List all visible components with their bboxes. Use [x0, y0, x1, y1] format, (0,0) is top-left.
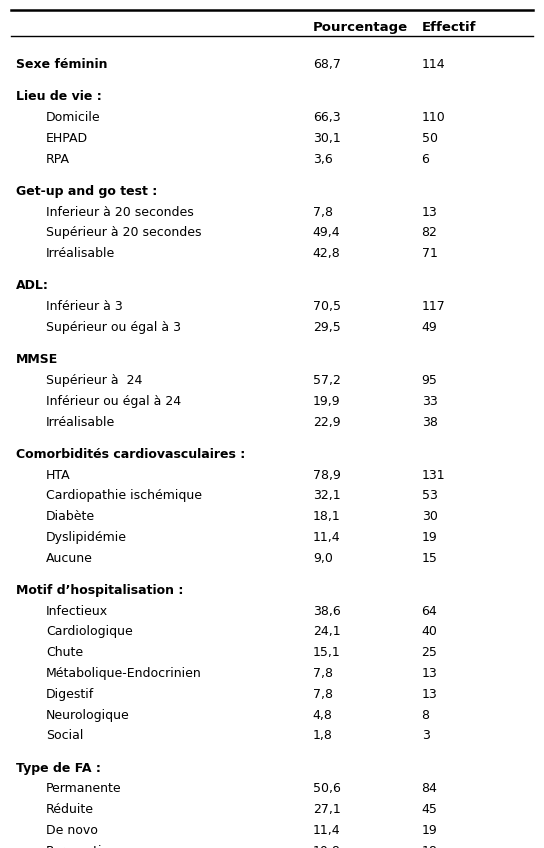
Text: 15,1: 15,1 [313, 646, 341, 659]
Text: Get-up and go test :: Get-up and go test : [16, 185, 158, 198]
Text: 25: 25 [422, 646, 437, 659]
Text: HTA: HTA [46, 468, 71, 482]
Text: 27,1: 27,1 [313, 803, 341, 816]
Text: De novo: De novo [46, 823, 98, 837]
Text: Chute: Chute [46, 646, 83, 659]
Text: Supérieur à  24: Supérieur à 24 [46, 374, 143, 387]
Text: 13: 13 [422, 667, 437, 680]
Text: 11,4: 11,4 [313, 823, 341, 837]
Text: 38,6: 38,6 [313, 605, 341, 617]
Text: 57,2: 57,2 [313, 374, 341, 387]
Text: 78,9: 78,9 [313, 468, 341, 482]
Text: Supérieur à 20 secondes: Supérieur à 20 secondes [46, 226, 202, 239]
Text: Métabolique-Endocrinien: Métabolique-Endocrinien [46, 667, 202, 680]
Text: Dyslipidémie: Dyslipidémie [46, 531, 127, 544]
Text: 110: 110 [422, 111, 446, 124]
Text: 45: 45 [422, 803, 437, 816]
Text: 7,8: 7,8 [313, 688, 333, 700]
Text: Comorbidités cardiovasculaires :: Comorbidités cardiovasculaires : [16, 448, 245, 460]
Text: 24,1: 24,1 [313, 625, 341, 639]
Text: EHPAD: EHPAD [46, 131, 88, 145]
Text: 70,5: 70,5 [313, 300, 341, 313]
Text: 131: 131 [422, 468, 445, 482]
Text: 32,1: 32,1 [313, 489, 341, 502]
Text: 117: 117 [422, 300, 446, 313]
Text: 11,4: 11,4 [313, 531, 341, 544]
Text: Infectieux: Infectieux [46, 605, 108, 617]
Text: Permanente: Permanente [46, 782, 122, 795]
Text: 30,1: 30,1 [313, 131, 341, 145]
Text: 50: 50 [422, 131, 437, 145]
Text: ADL:: ADL: [16, 279, 49, 293]
Text: Diabète: Diabète [46, 510, 95, 523]
Text: 42,8: 42,8 [313, 247, 341, 260]
Text: 3,6: 3,6 [313, 153, 332, 165]
Text: 64: 64 [422, 605, 437, 617]
Text: 71: 71 [422, 247, 437, 260]
Text: Paroxystique: Paroxystique [46, 845, 126, 848]
Text: 114: 114 [422, 58, 445, 71]
Text: Effectif: Effectif [422, 21, 476, 34]
Text: Aucune: Aucune [46, 551, 93, 565]
Text: Supérieur ou égal à 3: Supérieur ou égal à 3 [46, 321, 181, 334]
Text: 1,8: 1,8 [313, 729, 333, 742]
Text: 33: 33 [422, 394, 437, 408]
Text: Social: Social [46, 729, 84, 742]
Text: 13: 13 [422, 205, 437, 219]
Text: 50,6: 50,6 [313, 782, 341, 795]
Text: 49: 49 [422, 321, 437, 334]
Text: Motif d’hospitalisation :: Motif d’hospitalisation : [16, 583, 184, 597]
Text: 38: 38 [422, 416, 437, 428]
Text: Irréalisable: Irréalisable [46, 416, 115, 428]
Text: Inferieur à 20 secondes: Inferieur à 20 secondes [46, 205, 194, 219]
Text: 53: 53 [422, 489, 437, 502]
Text: 68,7: 68,7 [313, 58, 341, 71]
Text: 7,8: 7,8 [313, 205, 333, 219]
Text: 10,8: 10,8 [313, 845, 341, 848]
Text: Domicile: Domicile [46, 111, 101, 124]
Text: 18: 18 [422, 845, 437, 848]
Text: 22,9: 22,9 [313, 416, 341, 428]
Text: Lieu de vie :: Lieu de vie : [16, 90, 102, 103]
Text: Irréalisable: Irréalisable [46, 247, 115, 260]
Text: Cardiopathie ischémique: Cardiopathie ischémique [46, 489, 202, 502]
Text: Type de FA :: Type de FA : [16, 762, 101, 774]
Text: 7,8: 7,8 [313, 667, 333, 680]
Text: 19,9: 19,9 [313, 394, 341, 408]
Text: Neurologique: Neurologique [46, 708, 130, 722]
Text: Digestif: Digestif [46, 688, 95, 700]
Text: 19: 19 [422, 823, 437, 837]
Text: 15: 15 [422, 551, 437, 565]
Text: Cardiologique: Cardiologique [46, 625, 133, 639]
Text: 18,1: 18,1 [313, 510, 341, 523]
Text: 95: 95 [422, 374, 437, 387]
Text: MMSE: MMSE [16, 353, 59, 366]
Text: 40: 40 [422, 625, 437, 639]
Text: Inférieur à 3: Inférieur à 3 [46, 300, 123, 313]
Text: 13: 13 [422, 688, 437, 700]
Text: 9,0: 9,0 [313, 551, 333, 565]
Text: 6: 6 [422, 153, 429, 165]
Text: 8: 8 [422, 708, 430, 722]
Text: 3: 3 [422, 729, 429, 742]
Text: Réduite: Réduite [46, 803, 94, 816]
Text: Inférieur ou égal à 24: Inférieur ou égal à 24 [46, 394, 181, 408]
Text: Sexe féminin: Sexe féminin [16, 58, 108, 71]
Text: 30: 30 [422, 510, 437, 523]
Text: Pourcentage: Pourcentage [313, 21, 408, 34]
Text: 29,5: 29,5 [313, 321, 341, 334]
Text: 66,3: 66,3 [313, 111, 341, 124]
Text: 4,8: 4,8 [313, 708, 333, 722]
Text: 49,4: 49,4 [313, 226, 341, 239]
Text: 19: 19 [422, 531, 437, 544]
Text: RPA: RPA [46, 153, 70, 165]
Text: 84: 84 [422, 782, 437, 795]
Text: 82: 82 [422, 226, 437, 239]
